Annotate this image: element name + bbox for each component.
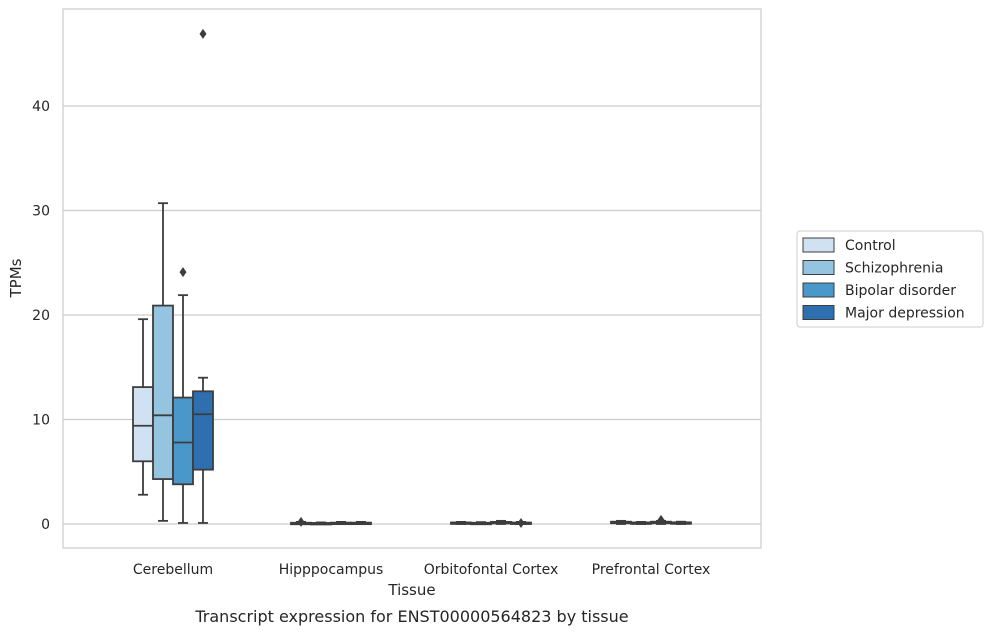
box-major-depression [510,517,532,528]
outlier-point [657,514,665,525]
box-bipolar-disorder [172,267,194,524]
x-tick-label: Prefrontal Cortex [592,562,711,578]
legend-items: Control Schizophrenia Bipolar disorder Majo… [802,237,965,322]
box-major-depression [670,520,692,525]
y-axis-title: TPMs [7,258,25,298]
outlier-point [517,517,525,528]
x-tick-label: Orbitofontal Cortex [424,562,559,578]
box-bipolar-disorder [490,519,512,525]
outlier-point [297,516,305,527]
box-schizophrenia [630,521,652,525]
x-axis-title: Tissue [387,581,435,599]
box-major-depression [192,28,214,524]
box-iqr [172,396,194,486]
box-schizophrenia [310,521,332,526]
box-bipolar-disorder [330,521,352,526]
box-schizophrenia [152,202,174,522]
legend: Control Schizophrenia Bipolar disorder Majo… [796,230,984,328]
box-control [610,519,632,525]
box-iqr [192,390,214,471]
legend-swatch [802,282,835,298]
outlier-point [179,267,187,278]
legend-label: Schizophrenia [845,261,943,277]
box-plots [132,28,692,528]
legend-label: Major depression [845,306,965,322]
legend-label: Bipolar disorder [845,283,956,299]
y-tick-label: 40 [32,99,50,115]
legend-label: Control [845,238,896,254]
box-control [132,318,154,496]
box-control [290,516,312,527]
box-major-depression [350,521,372,526]
y-tick-label: 30 [32,204,50,220]
y-tick-label: 10 [32,413,50,429]
outlier-point [199,28,207,39]
box-iqr [132,386,154,463]
legend-swatch [802,260,835,275]
box-control [450,521,472,525]
x-tick-label: Cerebellum [133,562,213,578]
box-schizophrenia [470,521,492,526]
x-tick-labels: Cerebellum Hipppocampus Orbitofontal Corte… [133,562,710,578]
chart-title: Transcript expression for ENST0000056482… [194,607,628,626]
y-tick-labels: 0 10 20 30 40 [32,99,50,533]
legend-frame [796,230,984,328]
y-tick-label: 0 [41,517,50,533]
plot-frame [62,8,762,549]
x-tick-label: Hipppocampus [279,562,384,578]
y-tick-label: 20 [32,308,50,324]
legend-swatch [802,237,835,253]
box-iqr [152,304,174,480]
legend-swatch [802,305,835,320]
box-bipolar-disorder [650,514,672,525]
